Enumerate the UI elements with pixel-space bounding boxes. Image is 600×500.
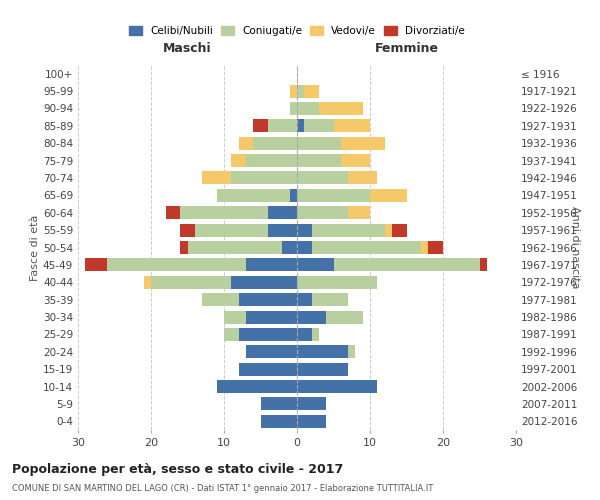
Bar xyxy=(348,346,355,358)
Bar xyxy=(290,189,297,202)
Bar xyxy=(268,120,297,132)
Bar xyxy=(341,154,370,167)
Bar xyxy=(297,224,311,236)
Text: Femmine: Femmine xyxy=(374,42,439,54)
Bar xyxy=(392,224,407,236)
Bar xyxy=(246,346,297,358)
Bar xyxy=(297,120,304,132)
Bar xyxy=(297,189,370,202)
Bar xyxy=(268,206,297,220)
Bar xyxy=(319,102,362,115)
Bar xyxy=(260,398,297,410)
Bar xyxy=(311,328,319,341)
Bar xyxy=(297,328,311,341)
Bar xyxy=(187,241,283,254)
Bar xyxy=(326,310,362,324)
Bar xyxy=(224,328,239,341)
Bar xyxy=(297,258,334,272)
Bar xyxy=(217,189,290,202)
Bar xyxy=(246,310,297,324)
Bar xyxy=(239,328,297,341)
Bar xyxy=(253,136,297,149)
Bar xyxy=(297,415,326,428)
Bar xyxy=(311,241,421,254)
Bar xyxy=(85,258,107,272)
Bar xyxy=(246,154,297,167)
Bar xyxy=(239,362,297,376)
Bar xyxy=(260,415,297,428)
Bar xyxy=(268,224,297,236)
Bar xyxy=(304,120,334,132)
Bar xyxy=(195,224,268,236)
Bar xyxy=(348,172,377,184)
Y-axis label: Fasce di età: Fasce di età xyxy=(30,214,40,280)
Bar xyxy=(311,293,348,306)
Bar xyxy=(232,172,297,184)
Bar xyxy=(385,224,392,236)
Bar xyxy=(479,258,487,272)
Bar xyxy=(246,258,297,272)
Bar xyxy=(297,172,348,184)
Text: Maschi: Maschi xyxy=(163,42,212,54)
Bar xyxy=(297,206,348,220)
Bar xyxy=(107,258,246,272)
Bar xyxy=(166,206,180,220)
Bar xyxy=(297,380,377,393)
Bar xyxy=(348,206,370,220)
Bar xyxy=(297,398,326,410)
Bar xyxy=(239,293,297,306)
Bar xyxy=(283,241,297,254)
Bar xyxy=(297,310,326,324)
Bar xyxy=(334,258,479,272)
Bar xyxy=(253,120,268,132)
Bar xyxy=(144,276,151,289)
Y-axis label: Anni di nascita: Anni di nascita xyxy=(571,206,580,289)
Bar xyxy=(151,276,232,289)
Bar xyxy=(232,154,246,167)
Bar xyxy=(297,154,341,167)
Bar xyxy=(428,241,443,254)
Bar xyxy=(180,224,195,236)
Bar xyxy=(297,362,348,376)
Bar xyxy=(297,276,377,289)
Bar xyxy=(224,310,246,324)
Bar xyxy=(341,136,385,149)
Bar xyxy=(290,84,297,98)
Bar xyxy=(297,346,348,358)
Bar xyxy=(297,136,341,149)
Bar xyxy=(421,241,428,254)
Bar xyxy=(202,172,232,184)
Bar xyxy=(180,206,268,220)
Bar xyxy=(239,136,253,149)
Text: COMUNE DI SAN MARTINO DEL LAGO (CR) - Dati ISTAT 1° gennaio 2017 - Elaborazione : COMUNE DI SAN MARTINO DEL LAGO (CR) - Da… xyxy=(12,484,433,493)
Legend: Celibi/Nubili, Coniugati/e, Vedovi/e, Divorziati/e: Celibi/Nubili, Coniugati/e, Vedovi/e, Di… xyxy=(126,23,468,39)
Bar xyxy=(297,293,311,306)
Bar xyxy=(297,241,311,254)
Bar xyxy=(370,189,407,202)
Bar xyxy=(232,276,297,289)
Bar xyxy=(180,241,187,254)
Bar xyxy=(334,120,370,132)
Bar xyxy=(217,380,297,393)
Bar xyxy=(290,102,297,115)
Bar xyxy=(304,84,319,98)
Bar xyxy=(311,224,385,236)
Bar xyxy=(297,84,304,98)
Text: Popolazione per età, sesso e stato civile - 2017: Popolazione per età, sesso e stato civil… xyxy=(12,462,343,475)
Bar xyxy=(202,293,239,306)
Bar xyxy=(297,102,319,115)
